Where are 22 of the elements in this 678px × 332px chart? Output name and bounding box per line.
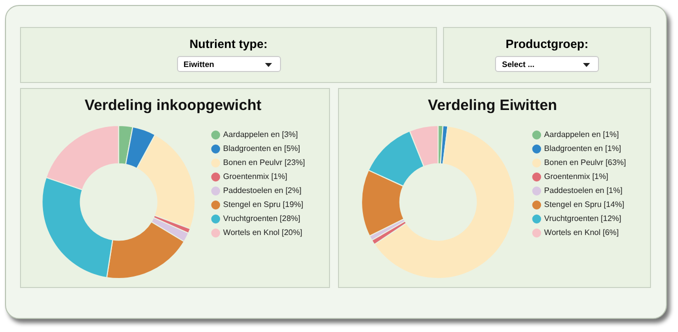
text: Nutrient type:: [188, 37, 268, 51]
legend-label: Bladgroenten en [1%]: [544, 144, 622, 154]
chart-title: Verdeling inkoopgewicht: [84, 97, 262, 114]
legend-label: Bonen en Peulvr [23%]: [223, 158, 306, 168]
legend-label: Wortels en Knol [20%]: [223, 228, 302, 238]
legend-label: Aardappelen en [3%]: [223, 130, 298, 140]
chart-title: Verdeling Eiwitten: [428, 97, 558, 114]
legend-label: Groentenmix [1%]: [223, 172, 288, 182]
legend-label: Paddestoelen en [2%]: [223, 186, 302, 196]
legend-label: Bonen en Peulvr [63%]: [544, 158, 626, 168]
legend-label: Bladgroenten en [5%]: [223, 144, 300, 154]
text: Select ...: [502, 60, 534, 69]
text: Productgroep:: [504, 37, 590, 51]
legend-label: Paddestoelen en [1%]: [544, 186, 622, 196]
legend-label: Stengel en Spru [19%]: [223, 200, 304, 210]
legend-label: Groentenmix [1%]: [544, 172, 608, 182]
legend-label: Vruchtgroenten [28%]: [223, 214, 300, 224]
legend-label: Aardappelen en [1%]: [544, 130, 619, 140]
legend-label: Stengel en Spru [14%]: [544, 200, 624, 210]
legend-label: Vruchtgroenten [12%]: [544, 214, 622, 224]
legend-label: Wortels en Knol [6%]: [544, 228, 619, 238]
text: Eiwitten: [184, 60, 214, 69]
